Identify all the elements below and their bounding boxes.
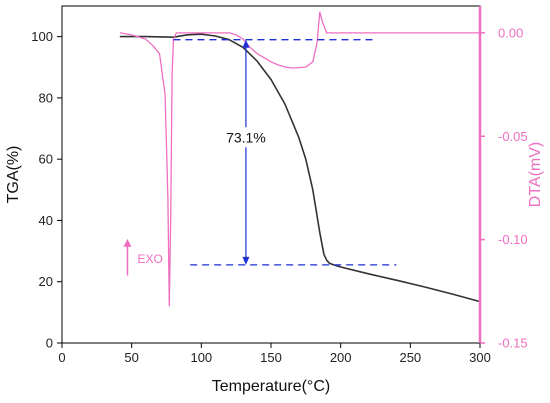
- left-y-tick-label: 60: [39, 152, 53, 167]
- left-y-tick-label: 0: [46, 336, 53, 351]
- exo-arrow-head: [123, 238, 132, 247]
- mass-loss-label: 73.1%: [226, 129, 266, 145]
- x-tick-label: 250: [399, 350, 421, 365]
- left-y-axis-label: TGA(%): [5, 146, 22, 204]
- x-tick-label: 100: [190, 350, 212, 365]
- x-tick-label: 150: [260, 350, 282, 365]
- arrow-head-down: [242, 256, 250, 265]
- left-y-tick-label: 100: [31, 29, 53, 44]
- exo-label: EXO: [137, 252, 162, 266]
- left-y-tick-label: 20: [39, 274, 53, 289]
- annotation-layer: [123, 39, 397, 276]
- x-tick-label: 50: [124, 350, 138, 365]
- x-tick-label: 0: [58, 350, 65, 365]
- x-axis-label: Temperature(°C): [212, 378, 330, 395]
- tick-layer: 0 50 100 150 200 250 300 0 20 40 60 80 100 0.00 -0.05 -…: [31, 25, 527, 365]
- plot-frame: [61, 5, 481, 344]
- right-y-tick-label: -0.15: [498, 336, 528, 351]
- right-y-axis-label: DTA(mV): [527, 142, 544, 207]
- left-y-tick-label: 80: [39, 90, 53, 105]
- mass-loss-label-bg: [217, 127, 274, 148]
- arrow-head-up: [242, 39, 250, 48]
- x-tick-label: 300: [469, 350, 491, 365]
- dta-series-line: [119, 11, 481, 307]
- right-y-tick-label: -0.05: [498, 129, 528, 144]
- right-y-tick-label: -0.10: [498, 232, 528, 247]
- series-layer: [119, 11, 481, 307]
- left-y-tick-label: 40: [39, 213, 53, 228]
- x-tick-label: 200: [330, 350, 352, 365]
- tga-series-line: [119, 33, 481, 303]
- right-y-tick-label: 0.00: [498, 25, 523, 40]
